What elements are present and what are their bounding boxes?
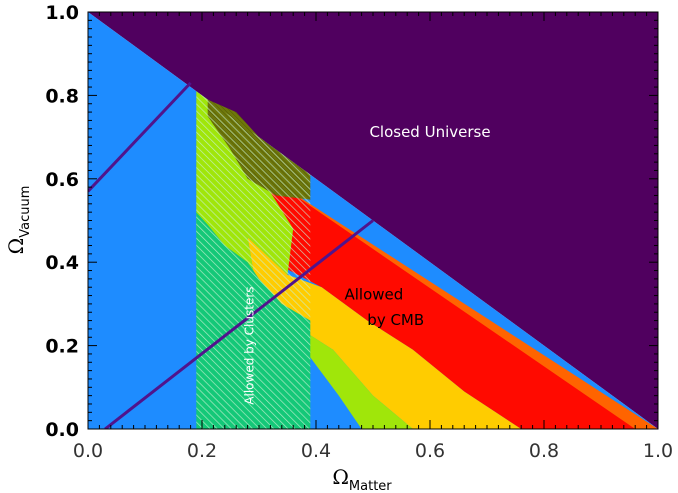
- y-axis-symbol: Ω: [4, 238, 28, 255]
- x-axis-title: ΩMatter: [332, 465, 392, 493]
- closed-universe-label: Closed Universe: [369, 123, 490, 141]
- clusters-label: Allowed by Clusters: [242, 286, 256, 404]
- x-tick-label: 0.8: [529, 440, 559, 462]
- x-tick-label: 0.2: [187, 440, 217, 462]
- y-tick-label: 0.6: [45, 169, 79, 191]
- ticks-layer: [87, 11, 659, 430]
- clusters-band-hatch: [196, 91, 311, 429]
- x-tick-label: 0.4: [301, 440, 331, 462]
- region-red: [264, 174, 636, 429]
- x-tick-label: 0.6: [415, 440, 445, 462]
- x-tick-label: 0.0: [73, 440, 103, 462]
- region-orange: [264, 174, 658, 429]
- y-tick-label: 1.0: [45, 2, 79, 24]
- lower-line: [104, 219, 374, 429]
- y-axis-title: ΩVacuum: [4, 186, 33, 255]
- x-axis-symbol: Ω: [332, 465, 349, 489]
- cmb-label-line2: by CMB: [367, 311, 424, 329]
- y-axis-subscript: Vacuum: [18, 186, 33, 238]
- y-tick-label: 0.0: [45, 419, 79, 441]
- x-tick-label: 1.0: [643, 440, 673, 462]
- overlay-layer: [196, 91, 311, 429]
- y-tick-label: 0.2: [45, 336, 79, 358]
- y-tick-label: 0.8: [45, 85, 79, 107]
- y-tick-label: 0.4: [45, 252, 79, 274]
- x-axis-subscript: Matter: [349, 479, 392, 493]
- labels-layer: 0.0 0.2 0.4 0.6 0.8 1.0 0.0 0.2 0.4 0.6 0.8 1.0: [45, 2, 673, 462]
- upper-line: [88, 81, 192, 193]
- lines-layer: [88, 81, 374, 429]
- cmb-label-line1: Allowed: [345, 286, 404, 304]
- region-yellow: [247, 237, 522, 429]
